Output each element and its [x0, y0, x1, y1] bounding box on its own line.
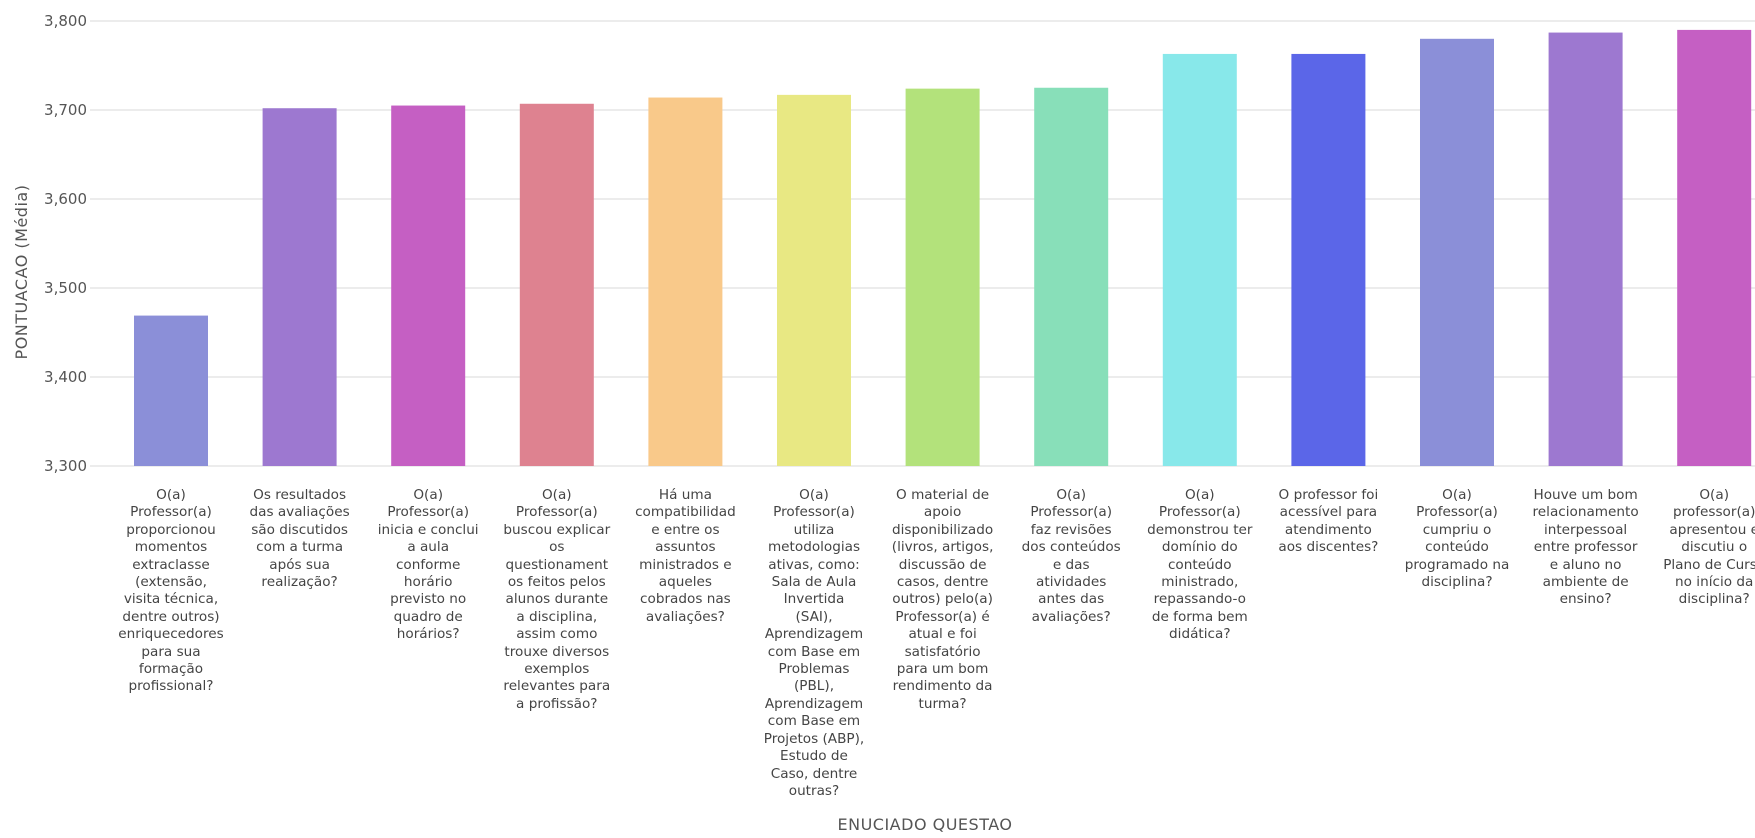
y-tick-label: 3,700 [44, 101, 87, 119]
y-tick-label: 3,300 [44, 457, 87, 475]
bar [777, 95, 851, 466]
bar [906, 89, 980, 466]
bar [520, 104, 594, 466]
bar [1163, 54, 1237, 466]
y-tick-label: 3,600 [44, 190, 87, 208]
x-tick-label: O(a) Professor(a) faz revisões dos conteúdo… [1015, 487, 1127, 626]
bars [134, 30, 1751, 466]
y-axis-ticks: 3,300 3,400 3,500 3,600 3,700 3,800 [44, 12, 87, 475]
bar [1420, 39, 1494, 466]
x-tick-label: Os resultados das avaliações são discutido… [244, 487, 356, 591]
x-tick-label: O(a) professor(a) apresentou e discutiu o Pl… [1658, 487, 1755, 609]
y-tick-label: 3,400 [44, 368, 87, 386]
x-tick-label: Há uma compatibilidad e entre os assuntos mi… [629, 487, 741, 626]
bar [1291, 54, 1365, 466]
bar [1549, 33, 1623, 466]
bar [263, 108, 337, 466]
bar [1034, 88, 1108, 466]
bar [1677, 30, 1751, 466]
x-tick-label: Houve um bom relacionamento interpessoal en… [1530, 487, 1642, 609]
y-tick-label: 3,800 [44, 12, 87, 30]
x-tick-label: O(a) Professor(a) utiliza metodologias ativa… [758, 487, 870, 800]
x-tick-label: O(a) Professor(a) buscou explicar os questio… [501, 487, 613, 713]
bar [648, 98, 722, 466]
x-tick-label: O(a) Professor(a) demonstrou ter domínio do… [1144, 487, 1256, 644]
y-tick-label: 3,500 [44, 279, 87, 297]
x-axis-title: ENUCIADO QUESTAO [838, 815, 1013, 834]
x-tick-label: O(a) Professor(a) inicia e conclui a aula co… [372, 487, 484, 644]
bar [134, 316, 208, 466]
x-tick-label: O(a) Professor(a) cumpriu o conteúdo program… [1401, 487, 1513, 591]
x-tick-label: O material de apoio disponibilizado (livros… [887, 487, 999, 713]
bar [391, 106, 465, 466]
x-tick-label: O(a) Professor(a) proporcionou momentos extr… [115, 487, 227, 696]
x-tick-label: O professor foi acessível para atendimento… [1272, 487, 1384, 557]
y-axis-title: PONTUACAO (Média) [12, 185, 31, 360]
